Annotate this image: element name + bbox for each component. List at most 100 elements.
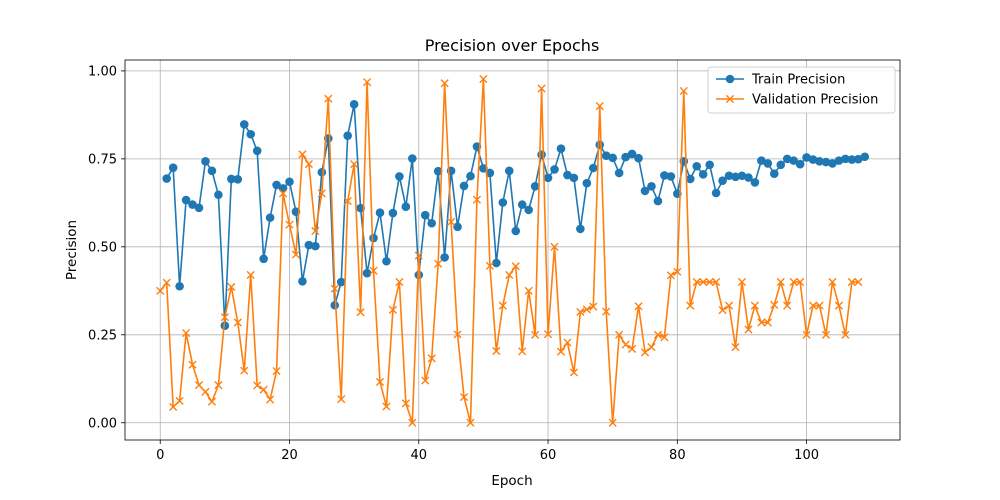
data-point: [705, 160, 714, 170]
data-point: [776, 160, 786, 170]
x-tick-label: 60: [540, 448, 557, 463]
data-point: [336, 277, 346, 287]
data-point: [382, 402, 391, 411]
data-point: [699, 277, 708, 287]
data-point: [453, 222, 462, 232]
data-point: [640, 186, 650, 196]
data-point: [847, 155, 857, 164]
data-point: [821, 157, 831, 167]
data-point: [214, 381, 223, 390]
data-point: [737, 277, 747, 287]
data-point: [518, 347, 527, 356]
data-point: [789, 156, 798, 165]
data-point: [698, 170, 708, 179]
legend-label: Train Precision: [751, 73, 845, 88]
data-point: [395, 172, 404, 181]
data-point: [589, 302, 598, 311]
data-point: [627, 149, 637, 159]
data-point: [337, 395, 346, 404]
data-point: [343, 131, 352, 140]
data-point: [789, 277, 798, 287]
data-point: [194, 381, 204, 390]
legend: Train Precision Validation Precision: [707, 66, 896, 114]
x-axis-label: Epoch: [491, 473, 532, 489]
data-point: [841, 330, 850, 339]
data-point: [427, 218, 437, 228]
data-point: [214, 190, 223, 200]
data-point: [285, 177, 294, 187]
data-point: [240, 366, 249, 375]
data-point: [466, 171, 475, 181]
data-point: [207, 166, 217, 176]
data-point: [272, 366, 281, 376]
data-point: [550, 165, 559, 174]
data-point: [298, 150, 307, 159]
data-point: [854, 277, 863, 287]
data-point: [841, 154, 850, 164]
data-point: [207, 397, 217, 406]
data-point: [485, 168, 495, 178]
data-point: [227, 282, 236, 292]
series-train-precision: [162, 100, 870, 330]
data-point: [796, 277, 805, 287]
data-point: [647, 343, 656, 352]
plot-frame: [124, 59, 901, 441]
data-point: [440, 253, 449, 262]
data-point: [181, 328, 191, 338]
data-point: [692, 277, 701, 287]
data-point: [421, 376, 430, 385]
data-point: [647, 182, 656, 191]
data-point: [440, 79, 449, 88]
data-point: [588, 163, 598, 173]
data-point: [466, 418, 475, 427]
data-point: [757, 156, 766, 165]
data-point: [543, 329, 553, 339]
data-point: [278, 184, 288, 193]
data-point: [349, 100, 359, 109]
data-point: [498, 301, 507, 310]
data-point: [763, 159, 773, 168]
x-tick-label: 20: [281, 448, 298, 463]
data-point: [511, 226, 521, 236]
data-point: [479, 74, 488, 84]
data-point: [634, 153, 643, 163]
data-point: [782, 154, 792, 164]
data-point: [304, 160, 313, 169]
data-point: [692, 161, 702, 171]
data-point: [601, 151, 611, 161]
data-point: [265, 213, 275, 222]
data-point: [718, 176, 727, 185]
data-point: [304, 240, 314, 250]
data-point: [505, 270, 514, 280]
data-point: [679, 86, 688, 96]
x-tick-label: 40: [411, 448, 428, 463]
data-point: [246, 129, 256, 139]
data-point: [543, 173, 553, 183]
data-point: [492, 258, 501, 268]
data-point: [576, 307, 585, 317]
data-point: [427, 354, 436, 363]
data-point: [227, 174, 236, 184]
data-point: [821, 330, 831, 339]
data-point: [485, 261, 494, 270]
data-point: [550, 242, 559, 251]
data-point: [569, 173, 579, 183]
data-point: [175, 396, 184, 406]
data-point: [511, 262, 520, 271]
data-point: [330, 284, 339, 293]
data-point: [531, 330, 540, 339]
data-point: [278, 189, 288, 198]
data-point: [595, 140, 605, 150]
data-point: [162, 278, 171, 287]
legend-marker: [725, 94, 735, 104]
data-point: [569, 368, 578, 377]
data-point: [621, 340, 630, 349]
data-point: [524, 286, 533, 295]
data-point: [188, 360, 197, 369]
data-point: [744, 325, 753, 334]
data-point: [343, 196, 352, 206]
data-point: [472, 195, 482, 204]
data-point: [395, 277, 404, 287]
data-point: [375, 377, 385, 387]
